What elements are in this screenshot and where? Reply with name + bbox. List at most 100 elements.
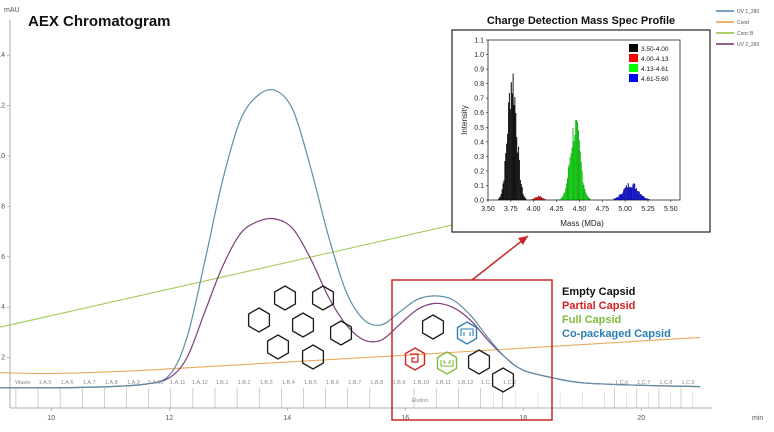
inset-y-tick-label: 0.7 [474,96,484,103]
fraction-label: 1.C.7 [637,380,650,386]
cdms-bar [510,82,512,201]
cdms-bar [647,198,648,201]
cdms-bar [561,197,563,201]
cdms-bar [563,193,565,201]
cdms-bar [588,198,590,201]
cdms-bar [636,191,638,201]
cdms-bar [614,198,616,201]
inset-x-tick-label: 4.75 [595,206,609,213]
label-copackaged-capsid: Co-packaged Capsid [562,328,671,340]
fraction-label: 1.A.12 [192,380,208,386]
axes: 2 4 6 8 10 12 14 10 12 14 16 18 20 min [0,20,763,422]
inset-x-tick-label: 5.50 [664,206,678,213]
fraction-label: 1.B.2 [238,380,251,386]
x-tick-label: 10 [47,415,55,422]
cdms-bar [570,153,572,201]
cdms-bar [567,178,568,201]
empty-capsid-hexagon [329,320,353,346]
legend-text-uv1: UV 1_280 [737,9,759,15]
cdms-bar [623,189,625,201]
cdms-bar [621,194,623,201]
cdms-bar [537,197,539,201]
cdms-bar [622,192,624,201]
cdms-bar [633,183,635,201]
cdms-bar [511,93,513,201]
cdms-bar [630,187,632,201]
inset-x-tick-label: 4.25 [550,206,564,213]
callout-arrow-head [518,236,528,245]
inset-y-tick-label: 0.1 [474,183,484,190]
cdms-bar [515,113,517,201]
inset-legend-swatch [629,64,638,72]
cdms-bar [533,198,535,201]
inset-x-tick-label: 4.50 [573,206,587,213]
fraction-label: 1.A.7 [83,380,96,386]
cdms-bar [523,196,525,201]
fraction-label: 1.B.1 [216,380,229,386]
top-right-legend: UV 1_280 Cond Conc B UV 2_260 [716,9,759,48]
cdms-bar [576,120,578,201]
cdms-bar [501,189,503,201]
fraction-label: 1.C.9 [681,380,694,386]
cdms-bar [639,194,641,201]
cdms-bar [647,199,649,201]
cdms-bar [635,189,637,201]
inset-y-tick-label: 0.6 [474,110,484,117]
x-tick-label: 14 [283,415,291,422]
cdms-bar [646,198,648,201]
inset-x-tick-label: 5.00 [618,206,632,213]
chart-title: AEX Chromatogram [28,13,171,30]
cdms-bar [532,198,534,201]
copackaged-capsid-genome [460,328,474,336]
inset-y-tick-label: 0.9 [474,67,484,74]
callout-arrow [471,235,529,281]
cdms-bar [572,128,574,201]
x-axis-label: min [752,415,763,422]
full-capsid-genome [440,360,454,367]
series-line-cond [0,336,701,375]
fraction-label: 1.A.5 [39,380,52,386]
label-partial-capsid: Partial Capsid [562,300,635,312]
full-capsid-hexagon [436,351,458,375]
y-tick-label: 10 [0,153,5,160]
cdms-bar [628,186,630,201]
cdms-inset-frame [451,29,711,233]
cdms-bar [525,198,527,201]
fraction-label: 1.A.11 [170,380,186,386]
y-axis-label: mAU [4,7,20,14]
capsid-hexagons [247,285,515,393]
fraction-label: 1.B.11 [435,380,451,386]
cdms-bar [618,195,620,201]
cdms-bar [645,198,647,201]
cdms-bar [559,199,561,201]
cdms-bar [517,152,519,201]
empty-capsid-hexagon [311,285,335,311]
cdms-bar [636,188,637,201]
cdms-bar [643,196,645,201]
fraction-markers: Waste 1.A.5 1.A.6 1.A.7 1.A.8 1.A.9 1.A.10 1.A.… [15,380,695,408]
cdms-bar [534,197,536,201]
cdms-bar [564,192,566,201]
fraction-label: 1.B.4 [282,380,295,386]
cdms-bar [504,161,506,201]
fraction-label: 1.B.5 [304,380,317,386]
cdms-bar [514,97,516,201]
cdms-bar [626,187,628,201]
cdms-bar [573,141,575,201]
legend-text-cond: Cond [737,20,749,26]
inset-y-tick-label: 0.0 [474,198,484,205]
empty-capsid-hexagon [467,349,491,375]
x-tick-label: 16 [401,415,409,422]
cdms-bar [524,197,526,201]
cdms-bar [580,162,582,201]
cdms-bar [619,194,621,201]
cdms-bar [578,140,580,201]
cdms-bar [644,197,646,201]
cdms-bar [516,137,518,201]
cdms-bar [642,196,644,201]
fraction-label: 1.B.10 [413,380,429,386]
cdms-bar [560,198,562,201]
cdms-bar [502,183,504,201]
cdms-inset-plot: 0.0 0.1 0.2 0.3 0.4 0.5 0.6 0.7 0.8 0.9 1.0 1.1 3.50… [474,38,681,213]
cdms-bar [613,198,615,201]
